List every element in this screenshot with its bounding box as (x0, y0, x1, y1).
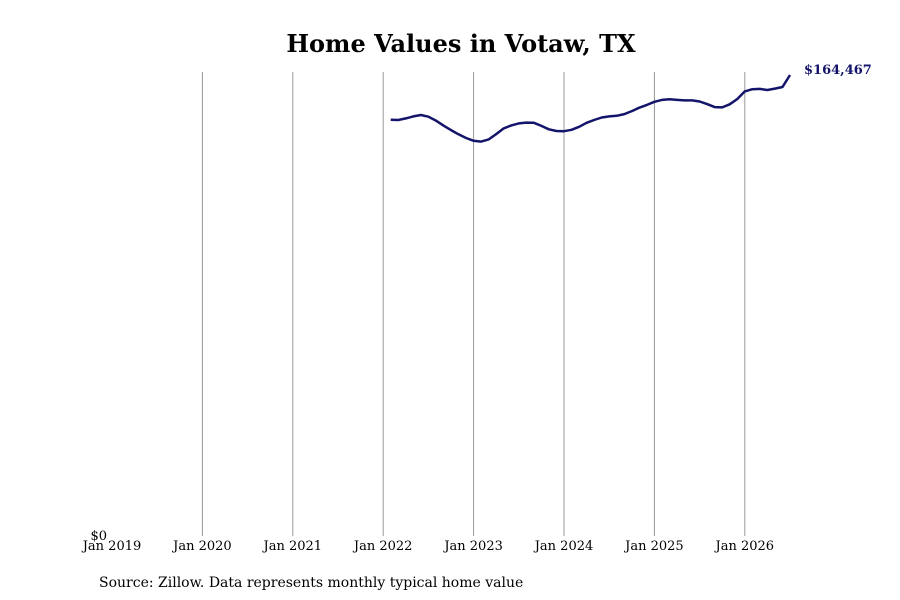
x-tick-label: Jan 2020 (171, 539, 232, 554)
x-tick-label: Jan 2023 (442, 539, 503, 554)
series-line (390, 74, 792, 143)
chart-title: Home Values in Votaw, TX (286, 29, 636, 58)
y-tick-label: $0 (90, 529, 107, 544)
x-tick-label: Jan 2022 (352, 539, 413, 554)
y-axis: $0 (90, 529, 107, 544)
gridlines (201, 72, 746, 536)
x-tick-label: Jan 2019 (81, 539, 142, 554)
x-tick-label: Jan 2026 (714, 539, 775, 554)
source-note: Source: Zillow. Data represents monthly … (99, 575, 523, 591)
x-axis: Jan 2019 Jan 2020 Jan 2021 Jan 2022 Jan 2023… (81, 539, 774, 554)
x-tick-label: Jan 2025 (623, 539, 684, 554)
x-tick-label: Jan 2021 (262, 539, 323, 554)
x-tick-label: Jan 2024 (533, 539, 594, 554)
end-value-label: $164,467 (804, 63, 872, 78)
